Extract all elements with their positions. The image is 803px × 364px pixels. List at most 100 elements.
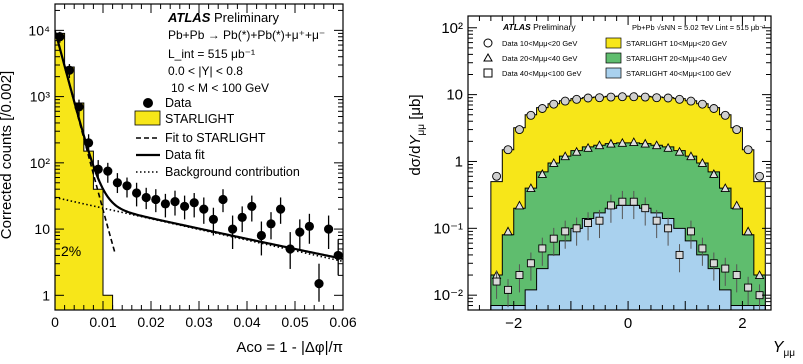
x-tick-label: 0 bbox=[51, 314, 59, 330]
legend-data-20-40: Data 20<Mμμ<40 GeV bbox=[502, 54, 577, 63]
x-tick-label: 0.06 bbox=[329, 314, 356, 330]
data-point-square bbox=[526, 259, 535, 268]
data-point-triangle bbox=[571, 146, 582, 156]
legend-data-10-20: Data 10<Mμμ<20 GeV bbox=[502, 39, 577, 48]
data-point-circle bbox=[640, 92, 650, 102]
data-points bbox=[491, 92, 765, 310]
data-point-triangle bbox=[674, 146, 685, 156]
data-point-triangle bbox=[583, 142, 593, 152]
starlight-histograms bbox=[490, 95, 766, 311]
data-point-triangle bbox=[731, 200, 742, 210]
data-point-triangle bbox=[640, 138, 650, 148]
data-point bbox=[180, 201, 190, 211]
data-points bbox=[55, 31, 343, 302]
data-point-triangle bbox=[720, 183, 731, 193]
data-point bbox=[237, 212, 247, 223]
data-point-square bbox=[744, 283, 753, 292]
data-point-circle bbox=[515, 125, 524, 135]
data-point-circle bbox=[686, 96, 696, 106]
data-point-triangle bbox=[629, 137, 639, 147]
data-point-triangle bbox=[560, 151, 570, 161]
aco-legend: Data STARLIGHT Fit to STARLIGHT Data fit… bbox=[134, 96, 300, 179]
y-tick-label: 10⁻¹ bbox=[433, 220, 463, 237]
data-point-triangle bbox=[651, 140, 662, 150]
atlas-label: ATLAS Preliminary bbox=[167, 10, 279, 25]
legend-circle-marker bbox=[483, 38, 493, 48]
aco-x-axis-label: Aco = 1 - |Δφ|/π bbox=[236, 339, 343, 356]
data-point-square bbox=[595, 216, 604, 225]
data-point bbox=[160, 199, 170, 209]
axis-ticks bbox=[54, 4, 344, 310]
data-point-triangle bbox=[663, 142, 673, 152]
data-point-circle bbox=[663, 93, 673, 103]
data-point bbox=[93, 164, 103, 174]
data-point bbox=[112, 178, 122, 188]
data-point-circle bbox=[572, 94, 582, 104]
legend-label-fit-starlight: Fit to STARLIGHT bbox=[165, 131, 266, 145]
x-tick-label: 0.04 bbox=[233, 314, 260, 330]
data-point bbox=[74, 102, 84, 112]
data-point-circle bbox=[583, 93, 593, 103]
data-point-square bbox=[561, 227, 570, 236]
collision-label: Pb+Pb √sNN = 5.02 TeV Lint = 515 μb⁻¹ bbox=[632, 23, 766, 32]
data-point-square bbox=[629, 197, 638, 206]
starlight-histogram-fill bbox=[54, 32, 114, 311]
data-point-square bbox=[698, 244, 707, 253]
data-point-circle bbox=[595, 93, 604, 103]
data-point bbox=[324, 224, 334, 234]
aco-chart: 1 10 10² 10³ 10⁴ 0 0.01 0.02 0.03 0.04 0.05 0.06 C… bbox=[0, 3, 357, 356]
data-point-circle bbox=[617, 92, 627, 102]
rapidity-y-axis-label: dσ/dYμμ [μb] bbox=[407, 94, 427, 175]
data-point-circle bbox=[652, 93, 662, 103]
data-point-square bbox=[515, 271, 524, 279]
y-tick-label: 10 bbox=[34, 221, 50, 237]
data-point-square bbox=[492, 277, 501, 286]
y-tick-label: 10² bbox=[30, 155, 51, 171]
x-tick-label: 2 bbox=[738, 315, 746, 332]
data-point-circle bbox=[503, 145, 513, 155]
data-point bbox=[189, 198, 199, 208]
data-point-triangle bbox=[697, 158, 708, 167]
x-tick-label: 0 bbox=[624, 315, 632, 332]
data-point-circle bbox=[560, 96, 570, 106]
legend-starlight-10-20: STARLIGHT 10<Mμμ<20 GeV bbox=[626, 39, 727, 48]
data-point-triangle bbox=[686, 151, 696, 161]
y-tick-label: 1 bbox=[455, 153, 463, 170]
data-point bbox=[170, 196, 180, 207]
x-tick-label: 0.05 bbox=[281, 314, 308, 330]
legend-starlight-10-20-swatch bbox=[605, 37, 622, 49]
process-label: Pb+Pb → Pb(*)+Pb(*)+μ⁺+μ⁻ bbox=[168, 28, 325, 42]
x-tick-label: 0.03 bbox=[185, 314, 212, 330]
x-tick-label: 0.02 bbox=[137, 314, 164, 330]
data-point-square bbox=[618, 197, 627, 206]
starlight-histogram bbox=[54, 32, 114, 311]
data-point bbox=[199, 204, 209, 214]
axis-ticks bbox=[468, 16, 771, 311]
rapidity-chart: 10⁻² 10⁻¹ 1 10 10² −2 0 2 dσ/dYμμ [μb] Yμμ ATL… bbox=[407, 15, 795, 359]
data-point-triangle bbox=[514, 200, 525, 210]
data-point bbox=[64, 65, 74, 75]
data-point bbox=[266, 219, 276, 229]
data-point-circle bbox=[697, 99, 707, 109]
data-point bbox=[276, 204, 286, 214]
x-tick-label: −2 bbox=[505, 315, 522, 332]
data-point-circle bbox=[743, 145, 753, 155]
data-point bbox=[228, 224, 238, 234]
data-point-triangle bbox=[617, 137, 628, 147]
data-point-circle bbox=[537, 104, 547, 113]
rapidity-x-axis-label: Yμμ bbox=[773, 339, 795, 359]
legend-triangle-marker bbox=[483, 52, 493, 62]
data-point-circle bbox=[755, 171, 765, 181]
data-point-square bbox=[606, 201, 615, 210]
data-point bbox=[84, 138, 94, 148]
data-point-triangle bbox=[709, 169, 719, 178]
legend-starlight-40-100-swatch bbox=[605, 67, 622, 79]
data-point bbox=[122, 181, 132, 191]
legend-starlight-40-100: STARLIGHT 40<Mμμ<100 GeV bbox=[626, 69, 731, 78]
data-point-triangle bbox=[594, 140, 605, 150]
data-point-circle bbox=[492, 171, 502, 181]
data-point-square bbox=[675, 250, 684, 259]
data-point-square bbox=[732, 271, 741, 279]
data-point-circle bbox=[526, 110, 536, 120]
